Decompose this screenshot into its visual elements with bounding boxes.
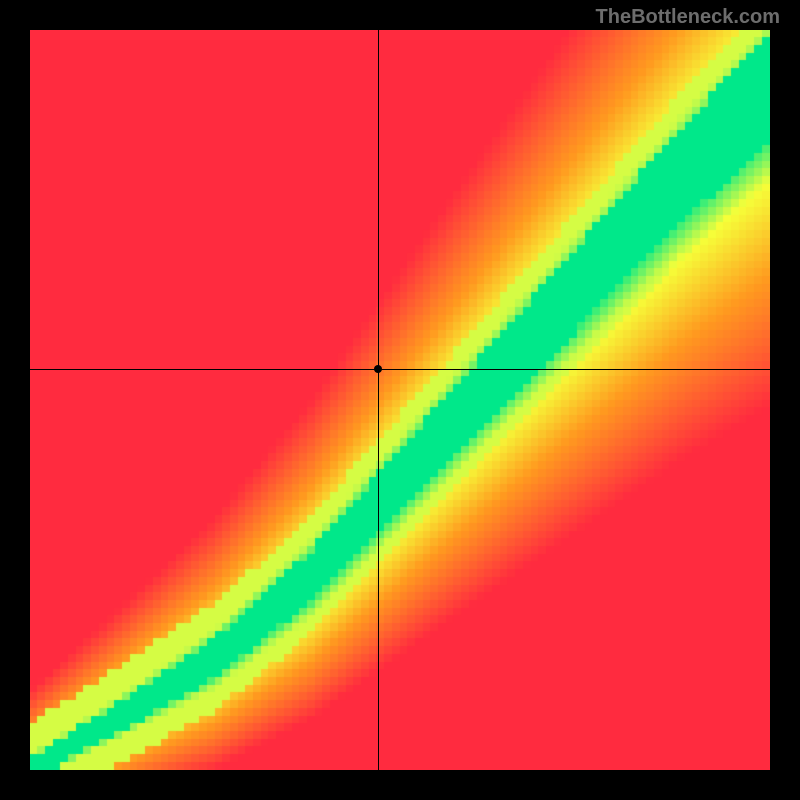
crosshair-marker-dot: [374, 365, 382, 373]
watermark-text: TheBottleneck.com: [596, 6, 780, 29]
heatmap-canvas: [30, 30, 770, 770]
bottleneck-heatmap: [30, 30, 770, 770]
crosshair-vertical: [378, 30, 379, 770]
crosshair-horizontal: [30, 369, 770, 370]
